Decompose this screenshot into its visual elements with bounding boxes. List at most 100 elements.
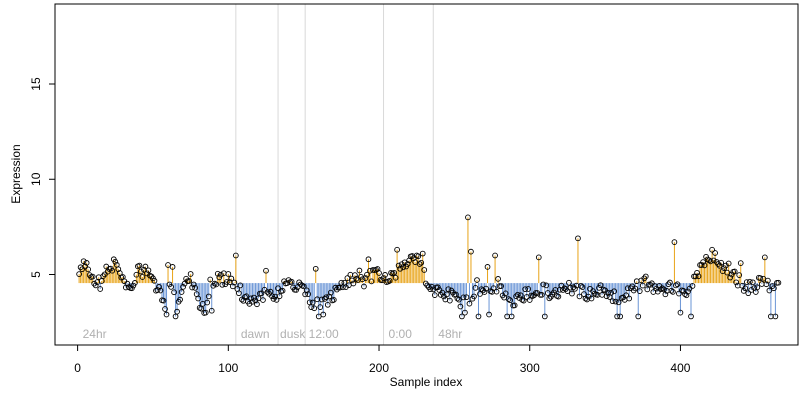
data-point (233, 252, 239, 259)
data-point (165, 262, 171, 268)
data-point (662, 291, 669, 298)
data-point (626, 295, 633, 302)
data-point (132, 280, 138, 286)
data-point (733, 279, 740, 286)
data-point (659, 285, 666, 292)
data-point (588, 295, 595, 302)
data-point (502, 290, 509, 297)
data-point (321, 296, 328, 302)
data-point (214, 270, 221, 277)
data-point (382, 272, 388, 278)
data-point (766, 287, 773, 294)
data-point (522, 286, 529, 293)
data-point (288, 278, 295, 285)
data-point (418, 259, 425, 266)
data-point (695, 273, 702, 280)
data-point (457, 303, 464, 310)
data-point (671, 239, 678, 245)
x-axis-title: Sample index (390, 375, 463, 389)
data-point (189, 284, 195, 291)
data-point (412, 259, 419, 265)
data-point (670, 288, 676, 295)
data-point (667, 279, 673, 286)
data-point (472, 284, 479, 291)
data-point (133, 271, 140, 278)
x-tick-label: 0 (74, 361, 81, 375)
data-point (317, 304, 324, 310)
data-point (535, 254, 542, 261)
data-point (765, 277, 771, 284)
data-point (136, 262, 143, 269)
data-point (219, 281, 226, 288)
data-point (391, 269, 397, 276)
data-point (454, 295, 461, 302)
data-point (624, 285, 631, 292)
data-point (305, 291, 312, 297)
data-point (525, 286, 532, 292)
data-point (468, 248, 474, 255)
data-point (505, 296, 512, 302)
data-point (570, 284, 577, 291)
data-point (254, 301, 260, 308)
data-point (727, 274, 734, 281)
data-point (236, 290, 242, 297)
data-point (707, 258, 714, 265)
data-point (142, 263, 149, 270)
data-point (456, 296, 462, 303)
data-point (615, 299, 622, 306)
data-point (327, 289, 334, 296)
data-point (229, 283, 236, 290)
data-point (376, 270, 382, 276)
data-point (486, 311, 492, 318)
data-point (356, 267, 363, 274)
data-point (737, 260, 744, 266)
data-point (543, 282, 550, 289)
data-point (465, 214, 471, 221)
data-point (415, 253, 422, 260)
data-point (579, 284, 586, 290)
data-point (597, 282, 604, 289)
data-point (83, 260, 90, 266)
data-point (204, 299, 211, 306)
data-point (493, 288, 500, 295)
data-point (463, 294, 470, 301)
data-point (207, 276, 214, 283)
data-point (639, 282, 646, 289)
data-point (309, 299, 316, 306)
data-point (700, 259, 706, 265)
data-point (683, 292, 690, 299)
data-point (275, 285, 281, 292)
data-point (757, 275, 764, 281)
data-point (115, 266, 122, 273)
phase-annotation: 0:00 (389, 327, 413, 341)
data-point (492, 252, 498, 259)
data-point (177, 296, 183, 303)
phase-annotation: dusk (280, 327, 306, 341)
data-point (279, 287, 286, 294)
data-point (617, 313, 624, 320)
data-point (749, 279, 756, 286)
data-point (264, 289, 271, 295)
data-point (480, 287, 486, 294)
data-point (312, 265, 319, 272)
data-point (186, 278, 192, 284)
data-point (459, 313, 465, 320)
data-point (171, 289, 177, 296)
phase-annotation: dawn (241, 327, 270, 341)
data-point (208, 307, 215, 314)
data-point (541, 313, 548, 320)
data-point (661, 286, 667, 293)
data-point (623, 292, 630, 299)
data-point (392, 274, 399, 281)
data-point (168, 284, 174, 290)
data-point (676, 290, 682, 297)
data-point (665, 281, 672, 288)
data-point (202, 309, 209, 316)
y-tick-label: 10 (29, 172, 43, 186)
data-point (368, 278, 375, 285)
data-point (608, 289, 614, 296)
data-point (466, 300, 473, 307)
data-point (614, 313, 620, 320)
data-point (746, 278, 753, 285)
data-point (303, 287, 310, 294)
